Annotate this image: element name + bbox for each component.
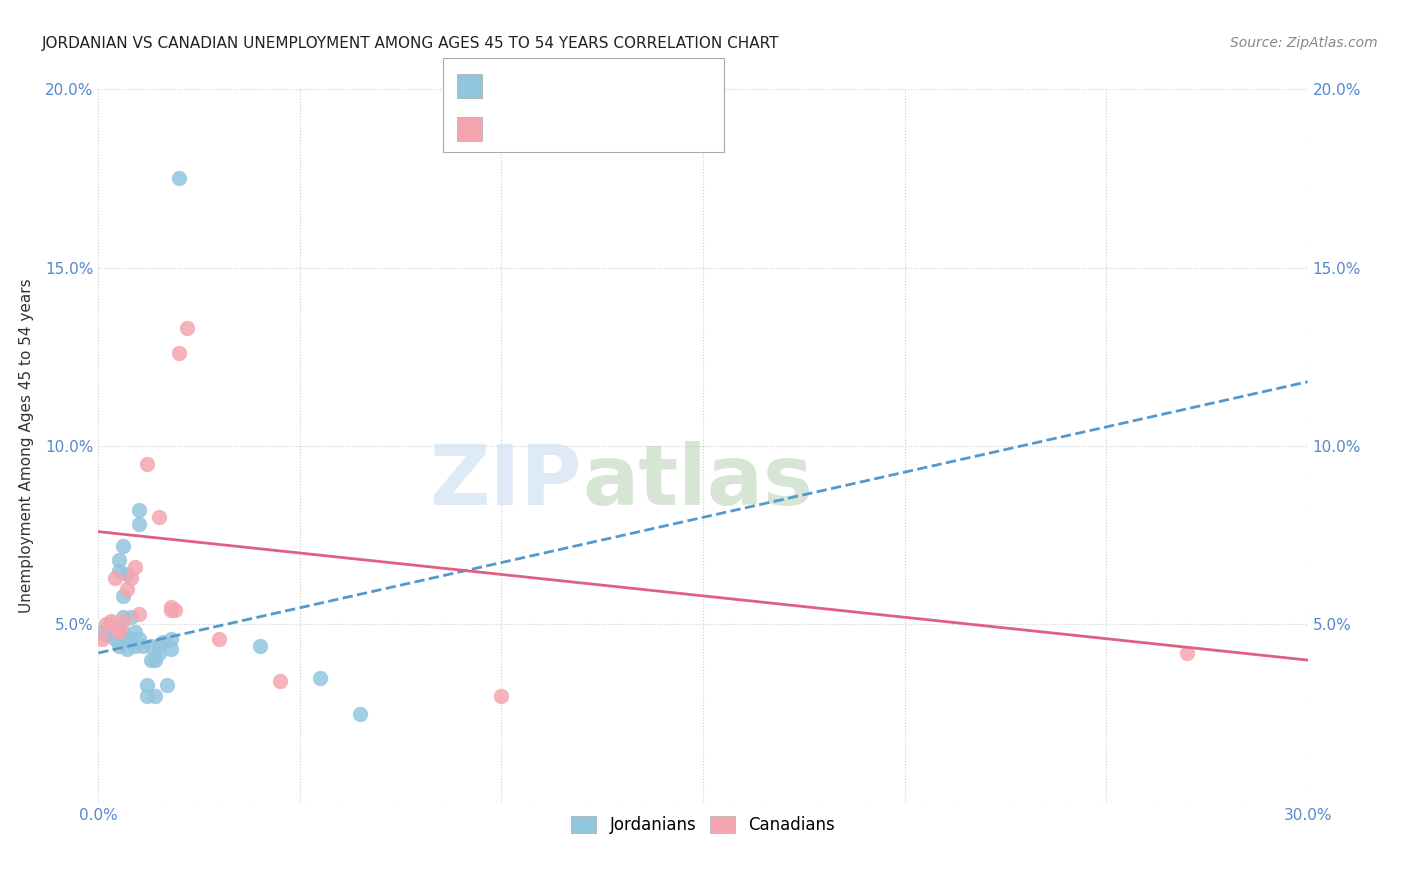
Point (167, 171, 190, 186)
Point (132, 639, 155, 653)
Point (309, 671, 332, 685)
Point (115, 632, 138, 646)
Point (107, 628, 129, 642)
Point (107, 553, 129, 567)
Point (139, 639, 162, 653)
Point (115, 567, 138, 582)
Text: JORDANIAN VS CANADIAN UNEMPLOYMENT AMONG AGES 45 TO 54 YEARS CORRELATION CHART: JORDANIAN VS CANADIAN UNEMPLOYMENT AMONG… (42, 36, 780, 51)
Point (120, 610, 142, 624)
Point (103, 621, 125, 635)
Point (143, 653, 166, 667)
Point (107, 624, 129, 639)
Point (135, 689, 157, 703)
Point (152, 635, 174, 649)
Point (111, 624, 134, 639)
Point (111, 614, 134, 628)
Point (100, 617, 122, 632)
Point (115, 582, 138, 596)
Point (163, 603, 186, 617)
Point (349, 706, 371, 721)
Text: R =: R = (492, 121, 529, 139)
Point (208, 632, 231, 646)
Point (148, 639, 170, 653)
Point (96, 617, 118, 632)
Text: 22: 22 (675, 121, 699, 139)
Text: N =: N = (626, 78, 662, 96)
Point (91, 632, 114, 646)
Legend: Jordanians, Canadians: Jordanians, Canadians (561, 806, 845, 845)
Point (156, 678, 179, 692)
Point (120, 632, 142, 646)
Text: 0.186: 0.186 (546, 78, 603, 96)
Point (135, 457, 157, 471)
Point (91, 624, 114, 639)
Point (124, 560, 146, 574)
Point (100, 614, 122, 628)
Point (111, 589, 134, 603)
Point (120, 571, 142, 585)
Point (107, 639, 129, 653)
Point (1175, 646, 1198, 660)
Text: atlas: atlas (582, 442, 813, 522)
Point (111, 539, 134, 553)
Point (124, 624, 146, 639)
Point (100, 624, 122, 639)
Text: ZIP: ZIP (430, 442, 582, 522)
Point (124, 639, 146, 653)
Point (128, 607, 150, 621)
Y-axis label: Unemployment Among Ages 45 to 54 years: Unemployment Among Ages 45 to 54 years (20, 278, 34, 614)
Point (128, 503, 150, 517)
Text: Source: ZipAtlas.com: Source: ZipAtlas.com (1230, 36, 1378, 50)
Point (107, 564, 129, 578)
Point (103, 571, 125, 585)
Point (148, 510, 170, 524)
Point (128, 517, 150, 532)
Text: N =: N = (626, 121, 662, 139)
Point (249, 639, 271, 653)
Point (143, 689, 166, 703)
Point (269, 674, 291, 689)
Point (115, 642, 138, 657)
Point (103, 621, 125, 635)
Point (96, 628, 118, 642)
Point (176, 321, 198, 335)
Point (135, 678, 157, 692)
Point (167, 346, 190, 360)
Point (128, 632, 150, 646)
Point (160, 632, 183, 646)
Point (139, 653, 162, 667)
Point (111, 610, 134, 624)
Point (160, 599, 183, 614)
Text: R =: R = (492, 78, 529, 96)
Point (160, 642, 183, 657)
Point (160, 603, 183, 617)
Point (148, 646, 170, 660)
Text: -0.175: -0.175 (546, 121, 605, 139)
Text: 41: 41 (675, 78, 697, 96)
Point (491, 689, 513, 703)
Point (103, 632, 125, 646)
